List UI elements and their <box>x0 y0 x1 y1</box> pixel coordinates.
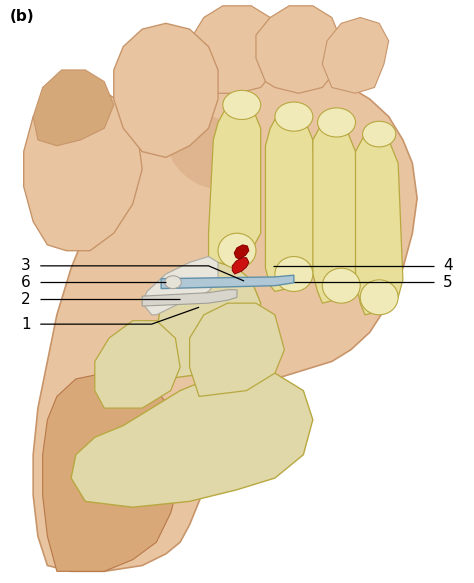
Text: 5: 5 <box>443 275 453 290</box>
Polygon shape <box>43 373 180 571</box>
Polygon shape <box>33 70 114 146</box>
Text: 3: 3 <box>21 258 31 273</box>
Ellipse shape <box>223 90 261 120</box>
Ellipse shape <box>318 108 356 137</box>
Polygon shape <box>156 262 261 379</box>
Polygon shape <box>209 99 261 268</box>
Polygon shape <box>33 47 417 571</box>
Polygon shape <box>95 321 180 408</box>
Ellipse shape <box>167 114 250 189</box>
Text: 2: 2 <box>21 292 31 307</box>
Text: (b): (b) <box>9 9 34 24</box>
Polygon shape <box>142 257 218 315</box>
Polygon shape <box>190 303 284 396</box>
Polygon shape <box>322 17 389 93</box>
Polygon shape <box>24 82 142 251</box>
Polygon shape <box>232 258 249 274</box>
Ellipse shape <box>218 233 256 268</box>
Polygon shape <box>161 275 294 289</box>
Text: 4: 4 <box>443 258 453 273</box>
Polygon shape <box>356 128 403 315</box>
Ellipse shape <box>363 121 396 147</box>
Polygon shape <box>265 105 318 292</box>
Polygon shape <box>313 117 360 303</box>
Ellipse shape <box>275 102 313 131</box>
Polygon shape <box>142 290 237 306</box>
Polygon shape <box>114 23 218 157</box>
Text: 6: 6 <box>21 275 31 290</box>
Polygon shape <box>234 245 249 259</box>
Polygon shape <box>71 373 313 507</box>
Polygon shape <box>256 6 341 93</box>
Ellipse shape <box>360 280 398 315</box>
Ellipse shape <box>275 257 313 292</box>
Ellipse shape <box>165 276 181 289</box>
Text: 1: 1 <box>21 317 31 332</box>
Ellipse shape <box>322 268 360 303</box>
Polygon shape <box>190 6 280 93</box>
